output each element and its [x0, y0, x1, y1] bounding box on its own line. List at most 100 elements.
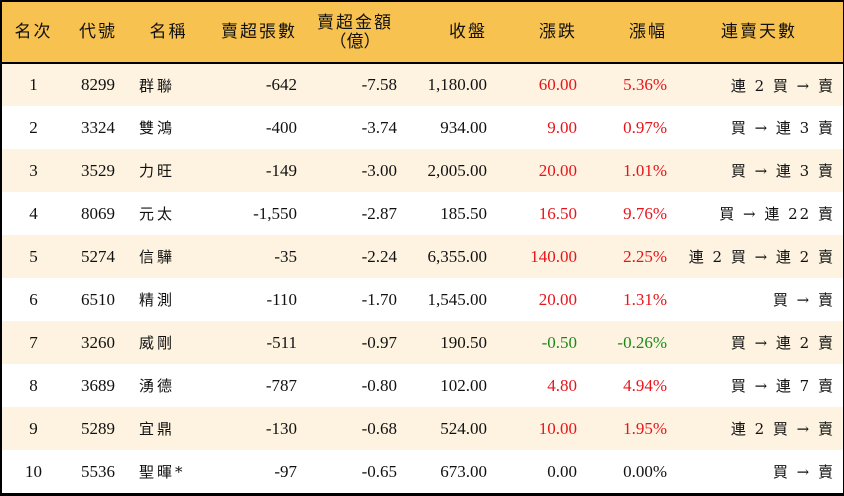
- header-streak[interactable]: 連賣天數: [721, 21, 797, 42]
- cell-net-sell-amount: -0.97: [361, 332, 397, 352]
- cell-name[interactable]: 群聯: [139, 76, 176, 95]
- cell-close: 934.00: [440, 117, 487, 137]
- cell-net-sell-amount: -0.80: [361, 375, 397, 395]
- table-row[interactable]: 10 5536 聖暉* -97 -0.65 673.00 0.00 0.00% …: [2, 450, 843, 493]
- cell-streak: 買 → 連 3 賣: [730, 119, 835, 137]
- cell-streak: 買 → 連 7 賣: [730, 377, 835, 395]
- cell-code[interactable]: 8299: [81, 75, 115, 94]
- table-row[interactable]: 6 6510 精測 -110 -1.70 1,545.00 20.00 1.31…: [2, 278, 843, 321]
- cell-net-sell-lots: -35: [274, 246, 297, 266]
- table-row[interactable]: 1 8299 群聯 -642 -7.58 1,180.00 60.00 5.36…: [2, 63, 843, 106]
- cell-change-pct: 5.36%: [623, 75, 667, 94]
- cell-change: 20.00: [538, 160, 577, 180]
- cell-code[interactable]: 8069: [81, 203, 115, 223]
- cell-net-sell-amount: -3.74: [361, 117, 397, 137]
- cell-name[interactable]: 力旺: [139, 162, 176, 180]
- cell-rank: 1: [29, 75, 38, 94]
- table-row[interactable]: 5 5274 信驊 -35 -2.24 6,355.00 140.00 2.25…: [2, 235, 843, 278]
- cell-net-sell-lots: -787: [265, 375, 297, 395]
- header-net-sell-amount-line1: 賣超金額: [317, 13, 393, 33]
- cell-streak: 買 → 連 22 賣: [719, 205, 835, 223]
- header-net-sell-lots[interactable]: 賣超張數: [221, 21, 297, 42]
- cell-code[interactable]: 3324: [81, 117, 115, 137]
- table-row[interactable]: 3 3529 力旺 -149 -3.00 2,005.00 20.00 1.01…: [2, 149, 843, 192]
- cell-change: 10.00: [538, 418, 577, 438]
- cell-name[interactable]: 信驊: [139, 248, 176, 266]
- cell-name[interactable]: 湧德: [139, 377, 176, 395]
- cell-close: 102.00: [440, 375, 487, 395]
- cell-code[interactable]: 3529: [81, 160, 115, 180]
- cell-net-sell-lots: -400: [265, 117, 297, 137]
- cell-close: 1,180.00: [427, 75, 488, 94]
- table-row[interactable]: 9 5289 宜鼎 -130 -0.68 524.00 10.00 1.95% …: [2, 407, 843, 450]
- cell-rank: 5: [29, 246, 38, 266]
- cell-net-sell-lots: -642: [265, 75, 297, 94]
- cell-net-sell-lots: -1,550: [253, 203, 297, 223]
- header-change[interactable]: 漲跌: [539, 21, 577, 42]
- cell-change: 140.00: [530, 246, 577, 266]
- table-row[interactable]: 8 3689 湧德 -787 -0.80 102.00 4.80 4.94% 買…: [2, 364, 843, 407]
- table-row[interactable]: 4 8069 元太 -1,550 -2.87 185.50 16.50 9.76…: [2, 192, 843, 235]
- cell-net-sell-amount: -1.70: [361, 289, 397, 309]
- cell-code[interactable]: 3260: [81, 332, 115, 352]
- cell-change-pct: -0.26%: [617, 332, 667, 352]
- cell-change: 4.80: [547, 375, 577, 395]
- cell-rank: 4: [29, 203, 38, 223]
- cell-rank: 7: [29, 332, 38, 352]
- cell-rank: 3: [29, 160, 38, 180]
- cell-name[interactable]: 宜鼎: [139, 420, 176, 438]
- header-close[interactable]: 收盤: [449, 21, 487, 42]
- cell-change: 20.00: [538, 289, 577, 309]
- header-code[interactable]: 代號: [79, 21, 117, 42]
- cell-close: 6,355.00: [427, 246, 488, 266]
- cell-net-sell-amount: -3.00: [361, 160, 397, 180]
- cell-net-sell-amount: -7.58: [361, 75, 397, 94]
- cell-change-pct: 1.01%: [623, 160, 667, 180]
- cell-net-sell-lots: -97: [274, 461, 297, 481]
- header-net-sell-amount[interactable]: 賣超金額 （億）: [305, 2, 405, 63]
- cell-change: -0.50: [541, 332, 577, 352]
- cell-code[interactable]: 5274: [81, 246, 115, 266]
- cell-streak: 買 → 賣: [772, 463, 835, 481]
- cell-streak: 買 → 賣: [772, 291, 835, 309]
- cell-code[interactable]: 6510: [81, 289, 115, 309]
- cell-streak: 買 → 連 2 賣: [730, 334, 835, 352]
- cell-change-pct: 0.00%: [623, 461, 667, 481]
- header-name[interactable]: 名稱: [149, 21, 188, 42]
- cell-code[interactable]: 3689: [81, 375, 115, 395]
- cell-change-pct: 2.25%: [623, 246, 667, 266]
- table-body: 1 8299 群聯 -642 -7.58 1,180.00 60.00 5.36…: [2, 63, 843, 493]
- header-net-sell-amount-line2: （億）: [329, 32, 381, 52]
- cell-rank: 8: [29, 375, 38, 395]
- cell-close: 1,545.00: [427, 289, 488, 309]
- cell-code[interactable]: 5289: [81, 418, 115, 438]
- table-row[interactable]: 2 3324 雙鴻 -400 -3.74 934.00 9.00 0.97% 買…: [2, 106, 843, 149]
- cell-close: 185.50: [440, 203, 487, 223]
- cell-close: 2,005.00: [427, 160, 488, 180]
- cell-rank: 9: [29, 418, 38, 438]
- cell-rank: 6: [29, 289, 38, 309]
- table-header-row: 名次 代號 名稱 賣超張數 賣超金額 （億） 收盤 漲跌 漲幅 連賣天數: [2, 2, 843, 63]
- cell-change-pct: 1.95%: [623, 418, 667, 438]
- cell-rank: 2: [29, 117, 38, 137]
- cell-code[interactable]: 5536: [81, 461, 115, 481]
- cell-net-sell-lots: -110: [266, 289, 297, 309]
- header-rank[interactable]: 名次: [14, 21, 53, 42]
- cell-net-sell-lots: -511: [266, 332, 297, 352]
- cell-name[interactable]: 元太: [139, 205, 176, 223]
- table-row[interactable]: 7 3260 威剛 -511 -0.97 190.50 -0.50 -0.26%…: [2, 321, 843, 364]
- cell-name[interactable]: 威剛: [139, 334, 176, 352]
- cell-streak: 連 2 買 → 連 2 賣: [688, 248, 835, 266]
- cell-name[interactable]: 聖暉*: [139, 463, 186, 481]
- cell-name[interactable]: 雙鴻: [139, 119, 176, 137]
- cell-change: 60.00: [538, 75, 577, 94]
- header-change-pct[interactable]: 漲幅: [629, 21, 667, 42]
- cell-change: 9.00: [547, 117, 577, 137]
- cell-name[interactable]: 精測: [139, 291, 176, 309]
- cell-net-sell-lots: -130: [265, 418, 297, 438]
- cell-close: 524.00: [440, 418, 487, 438]
- cell-streak: 連 2 買 → 賣: [730, 420, 835, 438]
- cell-net-sell-lots: -149: [265, 160, 297, 180]
- cell-net-sell-amount: -2.87: [361, 203, 397, 223]
